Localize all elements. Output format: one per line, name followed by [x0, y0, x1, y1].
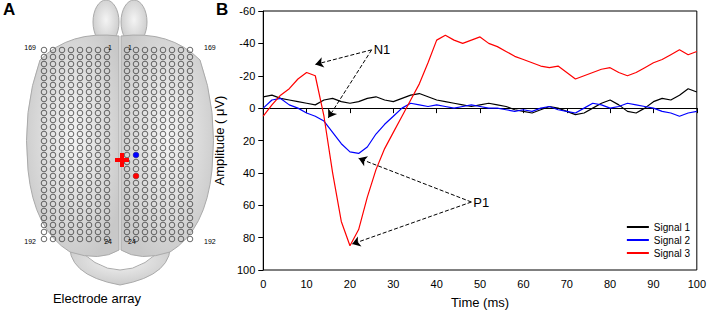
svg-text:1: 1 — [128, 44, 132, 51]
svg-text:24: 24 — [128, 238, 136, 245]
svg-text:60: 60 — [517, 278, 529, 290]
svg-text:10: 10 — [300, 278, 312, 290]
svg-text:192: 192 — [24, 238, 36, 245]
svg-text:192: 192 — [204, 238, 216, 245]
svg-text:-60: -60 — [239, 5, 255, 17]
svg-text:80: 80 — [604, 278, 616, 290]
svg-text:Time (ms): Time (ms) — [451, 295, 509, 310]
svg-text:169: 169 — [24, 44, 36, 51]
svg-text:50: 50 — [474, 278, 486, 290]
svg-text:N1: N1 — [374, 42, 391, 57]
svg-text:P1: P1 — [473, 195, 489, 210]
html-text:B: B — [216, 0, 229, 19]
svg-text:80: 80 — [243, 232, 255, 244]
svg-text:Signal 1: Signal 1 — [654, 222, 691, 233]
svg-text:20: 20 — [344, 278, 356, 290]
svg-text:60: 60 — [243, 199, 255, 211]
svg-text:70: 70 — [561, 278, 573, 290]
svg-text:24: 24 — [104, 238, 112, 245]
svg-text:Electrode array: Electrode array — [53, 291, 142, 306]
svg-text:40: 40 — [243, 167, 255, 179]
svg-text:0: 0 — [249, 102, 255, 114]
svg-text:90: 90 — [647, 278, 659, 290]
svg-text:1: 1 — [108, 44, 112, 51]
svg-text:100: 100 — [237, 264, 255, 276]
svg-text:30: 30 — [387, 278, 399, 290]
svg-text:0: 0 — [260, 278, 266, 290]
svg-text:Amplitude ( μV): Amplitude ( μV) — [212, 96, 227, 186]
svg-text:-20: -20 — [239, 70, 255, 82]
svg-text:20: 20 — [243, 135, 255, 147]
svg-text:40: 40 — [431, 278, 443, 290]
svg-text:169: 169 — [204, 44, 216, 51]
svg-text:100: 100 — [688, 278, 706, 290]
svg-text:Signal 3: Signal 3 — [654, 248, 691, 259]
svg-text:-40: -40 — [239, 37, 255, 49]
html-text:A: A — [3, 0, 16, 19]
svg-text:Signal 2: Signal 2 — [654, 235, 691, 246]
